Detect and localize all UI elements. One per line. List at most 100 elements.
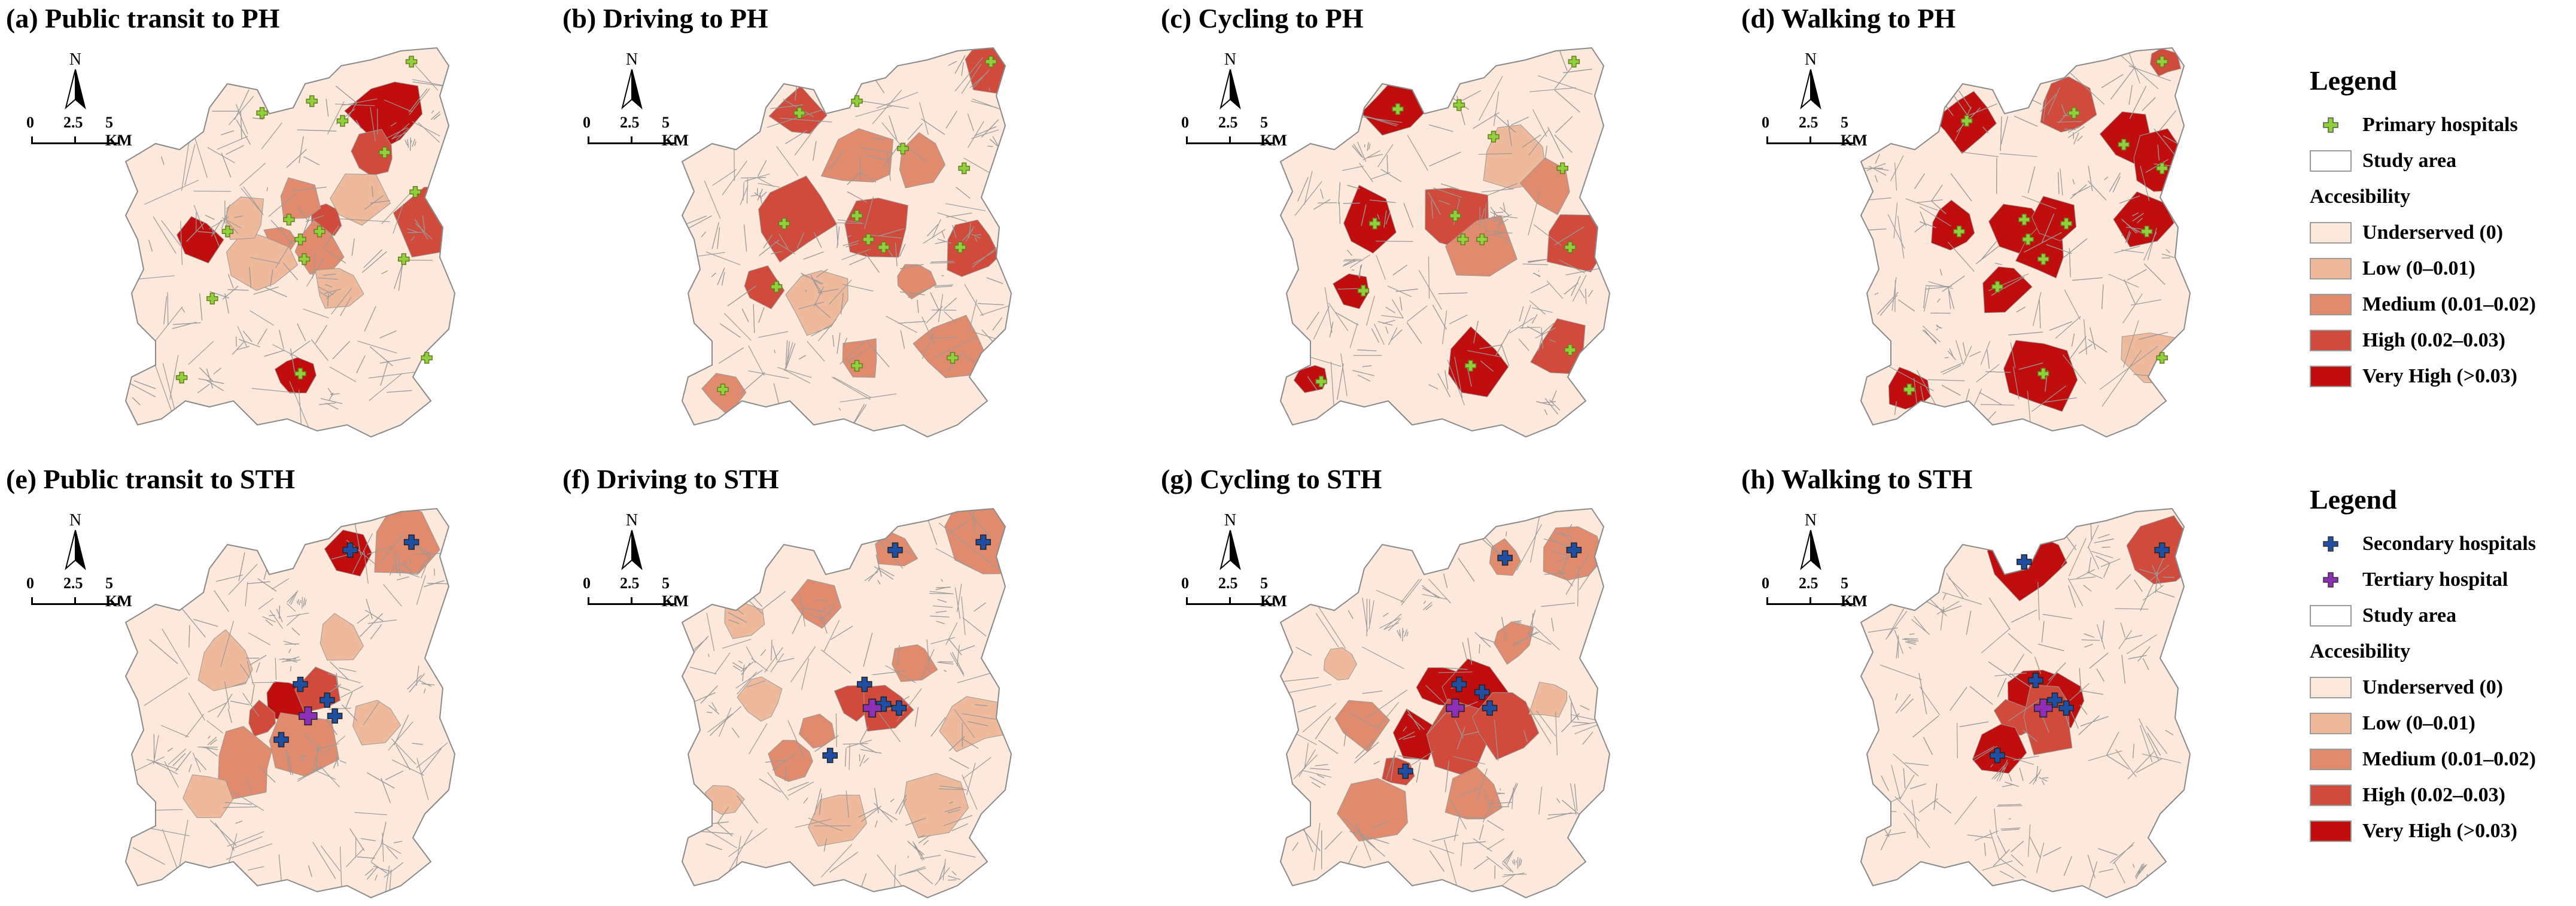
cell-boundary (1479, 536, 1504, 558)
cell-boundary (414, 219, 428, 240)
cell-boundary (1875, 154, 1880, 164)
cell-boundary (248, 866, 264, 871)
cell-boundary (1354, 741, 1379, 764)
secondary-hospital-icon (822, 747, 838, 764)
cell-boundary (711, 702, 717, 712)
cell-boundary (2100, 558, 2121, 567)
cell-boundary (275, 239, 294, 268)
cell-boundary (205, 214, 215, 220)
cell-boundary (237, 326, 248, 347)
cell-boundary (1897, 215, 1905, 259)
cell-boundary (969, 299, 978, 330)
cell-boundary (930, 615, 950, 618)
cell-boundary (921, 118, 945, 135)
cell-boundary (1346, 250, 1352, 256)
cell-boundary (375, 874, 378, 881)
cell-boundary (701, 231, 707, 238)
cell-boundary (2136, 758, 2162, 773)
cell-boundary (357, 340, 397, 354)
cell-boundary (2078, 343, 2093, 354)
cell-boundary (331, 287, 352, 315)
cell-boundary (840, 342, 864, 365)
secondary-hospital-icon (2017, 554, 2032, 570)
cell-boundary (1587, 290, 1593, 297)
map-panel-a: (a) Public transit to PH N 0 2.5 5 KM (0, 0, 568, 438)
cell-boundary (947, 351, 965, 372)
cell-boundary (427, 583, 449, 585)
primary-hospital-icon (294, 233, 306, 245)
cell-boundary (1866, 163, 1886, 171)
svg-text:N: N (1224, 50, 1236, 69)
cell-boundary (1945, 357, 1949, 358)
cell-boundary (287, 594, 296, 603)
cell-boundary (389, 869, 392, 890)
cell-boundary (968, 223, 971, 238)
primary-hospital-icon (2037, 367, 2049, 380)
cell-boundary (977, 303, 1004, 305)
cell-boundary (2147, 732, 2161, 756)
cell-boundary (1917, 199, 1943, 203)
cell-boundary (2110, 66, 2136, 100)
cell-boundary (878, 712, 901, 743)
cell-boundary (1928, 281, 1954, 289)
cell-boundary (379, 357, 410, 364)
cell-boundary (1422, 601, 1433, 610)
cell-boundary (422, 215, 425, 232)
cell-boundary (1936, 324, 1941, 329)
cell-boundary (1563, 68, 1592, 74)
cell-boundary (711, 222, 719, 250)
cell-boundary (2124, 635, 2142, 640)
secondary-hospital-icon (2058, 700, 2074, 716)
cell-boundary (239, 162, 266, 187)
scale-bar: 0 2.5 5 KM (22, 574, 141, 616)
cell-boundary (2067, 126, 2080, 133)
cell-boundary (898, 321, 926, 324)
secondary-hospital-icon (2028, 673, 2043, 688)
cell-boundary (1467, 350, 1503, 358)
cell-boundary (2142, 753, 2181, 764)
primary-hospital-icon (206, 293, 218, 305)
cell-boundary (2130, 299, 2161, 306)
cell-boundary (707, 713, 733, 733)
accessibility-zone (320, 613, 364, 661)
cell-boundary (1582, 731, 1593, 745)
cell-boundary (748, 370, 789, 379)
cell-boundary (2041, 213, 2055, 243)
cell-boundary (936, 621, 945, 624)
cell-boundary (1994, 808, 1997, 835)
cell-boundary (900, 291, 925, 296)
cell-boundary (877, 567, 895, 577)
cell-boundary (2033, 291, 2042, 326)
scale-label-mid: 2.5 (1799, 574, 1818, 592)
cell-boundary (828, 279, 852, 305)
cell-boundary (944, 311, 957, 323)
cell-boundary (1406, 750, 1434, 768)
cell-boundary (962, 774, 978, 810)
cell-boundary (1531, 613, 1534, 637)
cell-boundary (2005, 782, 2019, 787)
cell-boundary (291, 627, 300, 636)
cell-boundary (265, 619, 273, 626)
cell-boundary (323, 226, 339, 249)
cell-boundary (1462, 841, 1486, 844)
legend-label: Very High (>0.03) (2362, 820, 2517, 842)
cell-boundary (2084, 644, 2093, 648)
cell-boundary (1536, 401, 1555, 406)
cell-boundary (949, 757, 969, 769)
cell-boundary (412, 743, 423, 745)
cell-boundary (1344, 259, 1362, 260)
cell-boundary (918, 834, 925, 838)
cell-boundary (361, 838, 376, 841)
cell-boundary (2124, 279, 2136, 304)
cell-boundary (1348, 712, 1381, 730)
cell-boundary (2018, 362, 2043, 370)
cell-boundary (381, 191, 412, 224)
cell-boundary (2140, 166, 2150, 201)
cell-boundary (148, 239, 153, 252)
cell-boundary (1982, 860, 2013, 871)
primary-hospital-icon (851, 95, 863, 107)
cell-boundary (286, 613, 300, 627)
cell-boundary (369, 373, 402, 401)
cell-boundary (1385, 306, 1395, 314)
cell-boundary (771, 251, 783, 254)
